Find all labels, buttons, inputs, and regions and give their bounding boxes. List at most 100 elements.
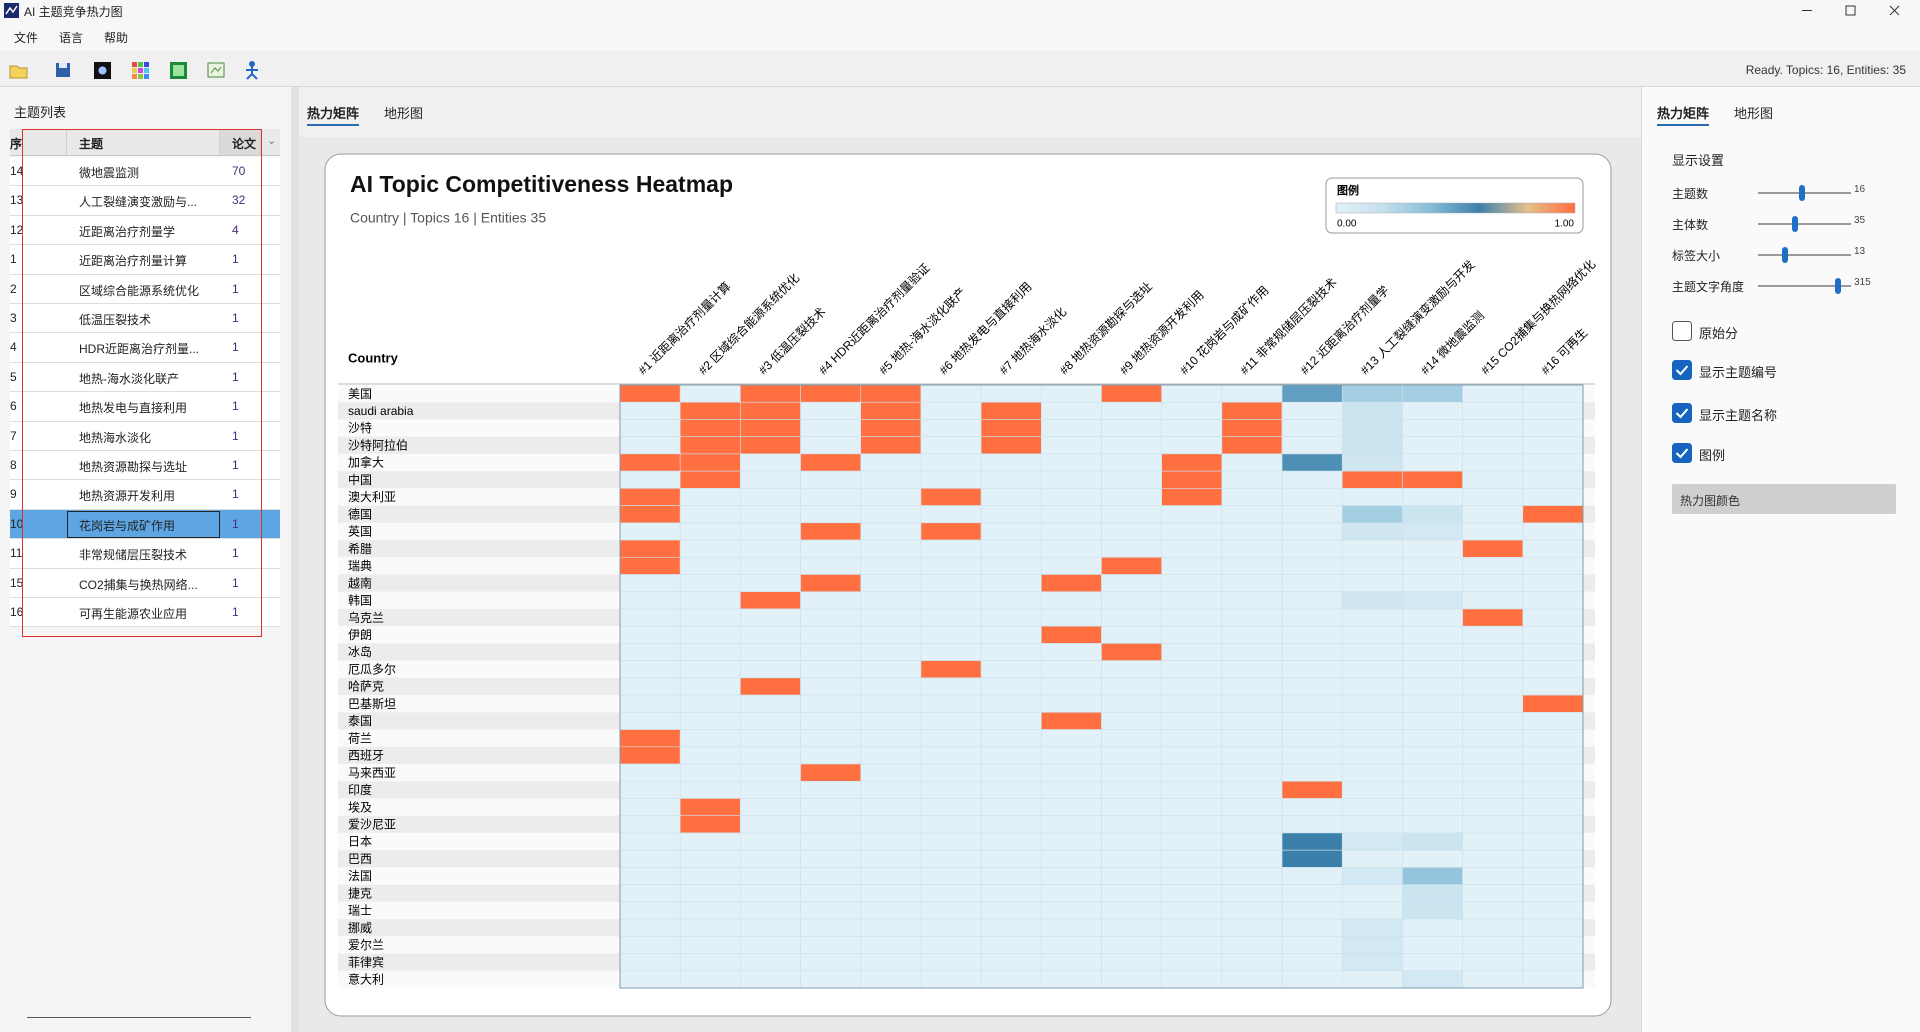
table-cell: 7 [10, 428, 17, 443]
heat-cell [619, 436, 681, 455]
heat-cell [1041, 401, 1102, 420]
menu-item[interactable]: 文件 [14, 31, 39, 45]
heat-cell [679, 970, 741, 989]
heat-cell [1281, 608, 1343, 627]
heat-cell [619, 798, 681, 817]
table-row[interactable]: 8 地热资源勘探与选址 1 [10, 451, 280, 481]
heat-cell [740, 453, 801, 472]
heat-cell [1281, 401, 1343, 420]
tab[interactable]: 热力矩阵 [1657, 106, 1710, 121]
heat-cell [1402, 677, 1463, 696]
heat-cell [1341, 798, 1403, 817]
checkbox-box [1672, 403, 1692, 423]
slider-track[interactable] [1758, 223, 1851, 225]
slider-track[interactable] [1758, 285, 1851, 287]
heat-cell [1281, 643, 1343, 661]
app-icon [4, 3, 19, 18]
row-label: 印度 [348, 782, 372, 797]
heat-cell [920, 488, 982, 506]
legend-tick-label: 0.00 [1337, 219, 1357, 230]
table-row[interactable]: 11 非常规储层压裂技术 1 [10, 539, 280, 569]
splitter[interactable] [291, 87, 299, 1032]
heat-cell [1101, 660, 1162, 679]
slider-label: 主题数 [1672, 187, 1709, 201]
heat-cell [1341, 488, 1403, 506]
table-row[interactable]: 6 地热发电与直接利用 1 [10, 392, 280, 422]
heat-cell [679, 884, 741, 903]
checkbox[interactable] [1672, 403, 1692, 423]
window-controls[interactable] [1790, 0, 1920, 21]
table-row[interactable]: 9 地热资源开发利用 1 [10, 480, 280, 510]
heat-cell [1462, 660, 1524, 679]
heat-cell [1161, 625, 1223, 644]
color-button[interactable]: 热力图颜色 [1672, 484, 1896, 514]
heat-cell [1221, 677, 1283, 696]
heat-cell [1462, 505, 1524, 524]
heat-cell [920, 608, 982, 627]
heat-cell [1341, 539, 1403, 558]
table-row[interactable]: 2 区域综合能源系统优化 1 [10, 274, 280, 304]
window-title: AI 主题竞争热力图 [24, 5, 123, 19]
tab[interactable]: 地形图 [384, 106, 424, 121]
slider-thumb[interactable] [1792, 216, 1799, 232]
heat-cell [980, 660, 1042, 679]
heat-cell [1221, 643, 1283, 661]
tab[interactable]: 热力矩阵 [307, 106, 360, 121]
heat-cell [1161, 746, 1223, 765]
heat-cell [1101, 419, 1162, 437]
table-cell: HDR近距离治疗剂量... [79, 342, 200, 357]
table-row[interactable]: 5 地热-海水淡化联产 1 [10, 362, 280, 393]
slider-thumb[interactable] [1781, 247, 1788, 263]
table-row[interactable]: 1 近距离治疗剂量计算 1 [10, 245, 280, 275]
table-row[interactable]: 16 可再生能源农业应用 1 [10, 598, 280, 628]
table-row[interactable]: 15 CO2捕集与换热网络... 1 [10, 568, 280, 598]
heat-cell [1402, 832, 1463, 851]
toolbar-icons[interactable] [8, 59, 268, 81]
table-row[interactable]: 14 微地震监测 70 [10, 157, 280, 187]
heat-cell [619, 832, 681, 851]
table-row[interactable]: 13 人工裂缝演变激励与... 32 [10, 186, 280, 216]
table-row[interactable]: 10 花岗岩与成矿作用 1 [10, 509, 280, 540]
table-row[interactable]: 12 近距离治疗剂量学 4 [10, 215, 280, 246]
table-row[interactable]: 3 低温压裂技术 1 [10, 304, 280, 334]
heat-cell [860, 453, 922, 472]
menu-item[interactable]: 帮助 [104, 31, 129, 45]
heat-cell [740, 832, 801, 851]
heat-cell [800, 694, 862, 713]
heat-cell [1161, 780, 1223, 799]
row-label: 德国 [348, 506, 372, 521]
heat-cell [1341, 384, 1403, 403]
heat-cell [1281, 746, 1343, 765]
slider-thumb[interactable] [1798, 185, 1805, 201]
slider-track[interactable] [1758, 254, 1851, 256]
heatmap-card: AI Topic Competitiveness Heatmap Country… [324, 153, 1612, 1017]
checkbox[interactable] [1672, 321, 1692, 341]
heat-cell [1161, 522, 1223, 541]
heat-cell [1221, 832, 1283, 851]
heat-cell [980, 780, 1042, 799]
slider-thumb[interactable] [1834, 278, 1841, 294]
checkbox[interactable] [1672, 360, 1692, 380]
table-row[interactable]: 7 地热海水淡化 1 [10, 421, 280, 451]
heat-cell [1221, 694, 1283, 713]
heat-cell [1462, 436, 1524, 455]
heat-cell [1402, 798, 1463, 817]
heat-cell [920, 401, 982, 420]
heat-cell [1161, 470, 1223, 489]
checkbox[interactable] [1672, 443, 1692, 463]
heat-cell [679, 470, 741, 489]
heat-cell [1522, 522, 1584, 541]
heat-cell [1101, 815, 1162, 834]
heat-cell [740, 780, 801, 799]
table-row[interactable]: 4 HDR近距离治疗剂量... 1 [10, 333, 280, 363]
menu-item[interactable]: 语言 [59, 31, 84, 45]
tab[interactable]: 地形图 [1734, 106, 1774, 121]
panel-title: 主题列表 [14, 105, 67, 120]
heat-cell [1101, 849, 1162, 868]
heat-cell [860, 953, 922, 972]
heat-cell [860, 694, 922, 713]
heat-cell [800, 574, 862, 593]
heat-cell [920, 591, 982, 610]
heat-cell [740, 746, 801, 765]
checkmark [1675, 448, 1689, 459]
